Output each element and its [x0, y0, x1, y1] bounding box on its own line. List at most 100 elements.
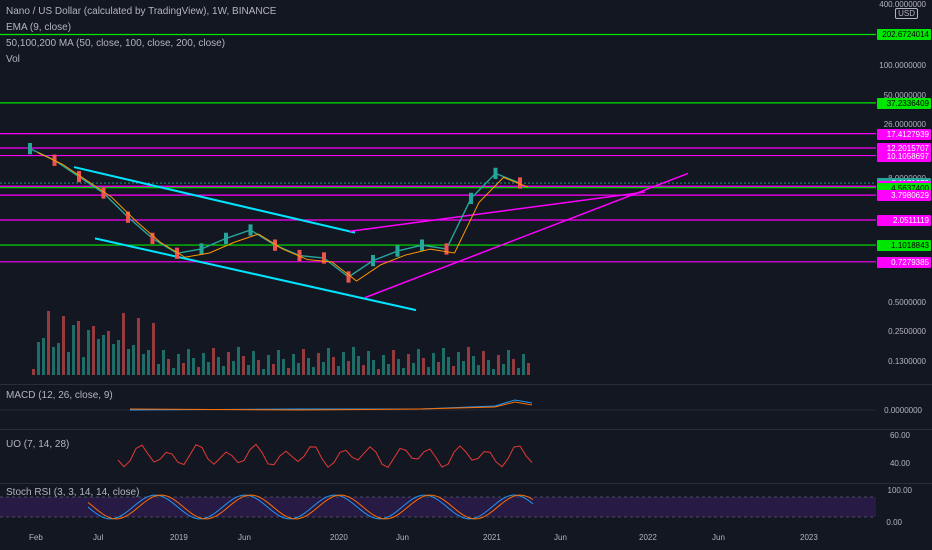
candle: [371, 254, 375, 267]
volume-bar: [192, 358, 195, 375]
time-tick: 2019: [170, 533, 188, 542]
volume-bar: [182, 363, 185, 375]
candle: [126, 211, 130, 223]
volume-bar: [77, 321, 80, 375]
volume-bar: [37, 342, 40, 375]
volume-bar: [402, 368, 405, 375]
uo-tick-40: 40.00: [889, 459, 910, 468]
macd-tick: 0.0000000: [884, 406, 922, 415]
volume-bar: [397, 359, 400, 375]
pane-divider[interactable]: [0, 429, 932, 430]
volume-bar: [327, 348, 330, 375]
indicator-ma[interactable]: 50,100,200 MA (50, close, 100, close, 20…: [6, 38, 226, 49]
candle: [444, 243, 449, 255]
volume-bar: [482, 351, 485, 375]
volume-bar: [242, 356, 245, 375]
indicator-ema[interactable]: EMA (9, close): [6, 22, 72, 33]
volume-bar: [467, 347, 470, 375]
volume-bar: [317, 353, 320, 375]
price-tag: 202.6724014: [877, 29, 931, 41]
volume-bar: [177, 354, 180, 375]
volume-bar: [487, 360, 490, 375]
volume-bar: [127, 349, 130, 375]
macd-signal: [129, 401, 533, 411]
volume-bar: [312, 367, 315, 375]
pane-divider[interactable]: [0, 483, 932, 484]
price-tag: 4.5637400: [877, 182, 931, 194]
volume-bar: [522, 354, 525, 375]
volume-bar: [382, 355, 385, 375]
volume-bar: [352, 347, 355, 375]
time-tick: Jun: [238, 533, 251, 542]
uo-tick-60: 60.00: [889, 431, 910, 440]
volume-bar: [172, 368, 175, 375]
candle: [199, 243, 204, 255]
volume-bar: [287, 368, 290, 375]
time-tick: Jun: [396, 533, 409, 542]
volume-bar: [232, 361, 235, 375]
volume-bar: [497, 355, 500, 375]
volume-bar: [87, 330, 90, 375]
price-tick: 26.0000000: [883, 120, 926, 129]
volume-bar: [277, 350, 280, 375]
stoch-label[interactable]: Stoch RSI (3, 3, 14, 14, close): [6, 487, 140, 498]
stoch-d: [87, 494, 534, 520]
volume-bar: [142, 354, 145, 375]
price-tag: 0.7279385: [877, 256, 931, 268]
volume-bar: [337, 366, 340, 375]
volume-bar: [447, 357, 450, 375]
volume-bar: [97, 339, 100, 375]
trendline-upper: [73, 166, 356, 234]
stoch-tick-100: 100.00: [887, 486, 912, 495]
volume-bar: [517, 368, 520, 375]
uo-label[interactable]: UO (7, 14, 28): [6, 439, 70, 450]
volume-bar: [112, 344, 115, 375]
macd-label[interactable]: MACD (12, 26, close, 9): [6, 390, 113, 401]
price-tag: 2.0511119: [877, 214, 931, 226]
volume-bar: [307, 358, 310, 375]
volume-bar: [257, 360, 260, 375]
volume-bar: [147, 350, 150, 375]
volume-bar: [387, 364, 390, 375]
volume-bar: [42, 338, 45, 375]
volume-bar: [152, 323, 155, 375]
volume-bar: [477, 365, 480, 375]
volume-bar: [167, 359, 170, 375]
trendline-lower: [94, 237, 417, 312]
candle: [518, 177, 522, 189]
candle: [28, 142, 32, 155]
candle: [175, 247, 179, 259]
volume-bar: [392, 350, 395, 375]
volume-bar: [362, 365, 365, 375]
time-tick: 2023: [800, 533, 818, 542]
volume-bar: [432, 353, 435, 375]
candle: [493, 167, 498, 180]
indicator-vol[interactable]: Vol: [6, 54, 20, 65]
volume-bar: [502, 364, 505, 375]
volume-bar: [187, 349, 190, 375]
candle: [273, 239, 277, 251]
price-tag: 37.2336409: [877, 97, 931, 109]
volume-bar: [252, 351, 255, 375]
price-tag: 3.7980629: [877, 190, 931, 202]
price-tag: 10.1058697: [877, 150, 931, 162]
volume-bar: [452, 366, 455, 375]
volume-bar: [472, 356, 475, 375]
volume-bar: [367, 351, 370, 375]
candle: [469, 192, 473, 205]
volume-bar: [82, 357, 85, 375]
volume-bar: [342, 352, 345, 375]
time-tick: Feb: [29, 533, 43, 542]
currency-badge[interactable]: USD: [895, 8, 918, 19]
volume-bar: [262, 369, 265, 375]
volume-bar: [507, 350, 510, 375]
candle: [420, 239, 424, 251]
volume-bar: [512, 359, 515, 375]
candle: [297, 249, 302, 262]
volume-bar: [47, 311, 50, 375]
price-tick: 0.1300000: [888, 357, 926, 366]
pane-divider[interactable]: [0, 384, 932, 385]
price-tick: 50.0000000: [883, 91, 926, 100]
volume-bar: [117, 340, 120, 375]
